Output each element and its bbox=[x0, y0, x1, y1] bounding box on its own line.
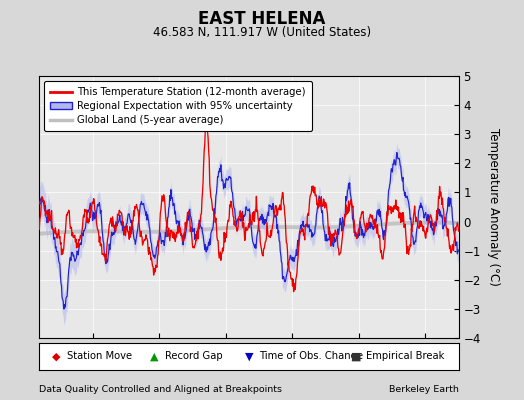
Y-axis label: Temperature Anomaly (°C): Temperature Anomaly (°C) bbox=[487, 128, 500, 286]
Text: 46.583 N, 111.917 W (United States): 46.583 N, 111.917 W (United States) bbox=[153, 26, 371, 39]
Text: EAST HELENA: EAST HELENA bbox=[198, 10, 326, 28]
Text: ■: ■ bbox=[351, 351, 361, 362]
Legend: This Temperature Station (12-month average), Regional Expectation with 95% uncer: This Temperature Station (12-month avera… bbox=[45, 81, 312, 131]
Text: Record Gap: Record Gap bbox=[165, 351, 223, 362]
Text: Station Move: Station Move bbox=[67, 351, 132, 362]
Text: Time of Obs. Change: Time of Obs. Change bbox=[259, 351, 364, 362]
Text: Empirical Break: Empirical Break bbox=[366, 351, 445, 362]
Text: ◆: ◆ bbox=[52, 351, 60, 362]
Text: Berkeley Earth: Berkeley Earth bbox=[389, 385, 458, 394]
Text: ▼: ▼ bbox=[245, 351, 253, 362]
Text: Data Quality Controlled and Aligned at Breakpoints: Data Quality Controlled and Aligned at B… bbox=[39, 385, 282, 394]
Text: ▲: ▲ bbox=[150, 351, 159, 362]
